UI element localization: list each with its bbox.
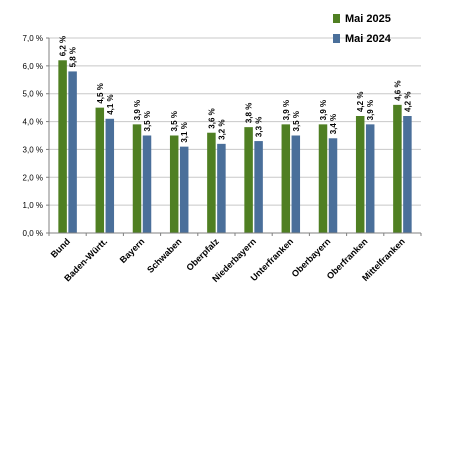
category-label: Bayern <box>118 236 147 265</box>
data-label: 3,3 % <box>255 117 264 137</box>
data-label: 3,5 % <box>292 111 301 131</box>
bar-mai-2024 <box>142 135 152 233</box>
grid <box>49 37 421 234</box>
bar-mai-2025 <box>169 135 179 233</box>
category-label: Schwaben <box>145 236 184 275</box>
legend-label: Mai 2025 <box>345 13 391 25</box>
bar-mai-2024 <box>217 143 226 233</box>
data-label: 6,2 % <box>59 36 68 56</box>
data-label: 3,5 % <box>170 111 179 131</box>
bar-mai-2025 <box>318 124 328 233</box>
data-label: 4,2 % <box>356 92 365 112</box>
bar-mai-2025 <box>95 107 105 233</box>
y-tick-label: 7,0 % <box>23 34 43 43</box>
data-label: 3,9 % <box>319 100 328 120</box>
y-tick-label: 5,0 % <box>23 90 43 99</box>
data-label: 4,1 % <box>106 94 115 114</box>
data-label: 3,9 % <box>133 100 142 120</box>
category-label: Oberpfalz <box>184 236 221 273</box>
legend-swatch <box>333 14 340 23</box>
bar-mai-2024 <box>254 141 263 233</box>
y-tick-label: 1,0 % <box>23 201 43 210</box>
bar-mai-2025 <box>244 127 253 233</box>
data-label: 3,2 % <box>217 119 226 139</box>
legend: Mai 2025 Mai 2024 <box>333 13 392 45</box>
bar-mai-2024 <box>179 146 189 233</box>
legend-label: Mai 2024 <box>345 33 392 45</box>
data-label: 4,5 % <box>96 83 105 103</box>
data-label: 4,2 % <box>403 92 412 112</box>
bar-mai-2024 <box>105 118 115 233</box>
data-label: 3,9 % <box>366 100 375 120</box>
bar-mai-2025 <box>355 116 365 233</box>
y-tick-label: 2,0 % <box>23 173 43 182</box>
bar-mai-2024 <box>328 138 338 233</box>
data-label: 3,8 % <box>245 103 254 123</box>
y-tick-label: 4,0 % <box>23 118 43 127</box>
data-label: 3,1 % <box>180 122 189 142</box>
bar-mai-2024 <box>365 124 375 233</box>
category-label: Bund <box>49 236 72 259</box>
bar-mai-2025 <box>393 104 402 233</box>
data-label: 3,9 % <box>282 100 291 120</box>
bar-mai-2024 <box>291 135 301 233</box>
data-label: 3,5 % <box>143 111 152 131</box>
bar-mai-2025 <box>132 124 142 233</box>
y-tick-label: 6,0 % <box>23 62 43 71</box>
bars: 6,2 %5,8 %4,5 %4,1 % 3,9 %3,5 % 3,5 %3,1 %… <box>58 36 412 234</box>
y-tick-label: 0,0 % <box>23 229 43 238</box>
bar-mai-2024 <box>68 71 77 233</box>
data-label: 3,4 % <box>329 114 338 134</box>
bar-mai-2025 <box>207 132 216 233</box>
y-axis: 0,0 % 1,0 % 2,0 % 3,0 % 4,0 % 5,0 % 6,0 % 7,0 % <box>23 34 50 238</box>
data-label: 4,6 % <box>393 80 402 100</box>
data-label: 5,8 % <box>69 47 78 67</box>
y-tick-label: 3,0 % <box>23 145 43 154</box>
bar-mai-2024 <box>403 116 412 233</box>
bar-mai-2025 <box>281 124 291 233</box>
data-label: 3,6 % <box>207 108 216 128</box>
legend-swatch <box>333 34 340 43</box>
bar-mai-2025 <box>58 60 67 234</box>
